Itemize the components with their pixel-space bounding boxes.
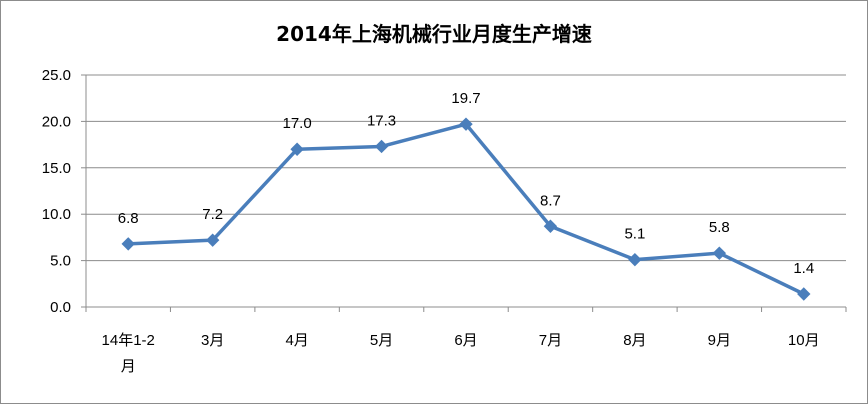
chart-title: 2014年上海机械行业月度生产增速 [276,22,592,46]
x-tick-label: 14年1-2 月 [102,332,155,375]
data-label: 19.7 [451,90,480,107]
data-point [543,219,558,233]
series-line [128,122,805,296]
data-label: 5.1 [624,226,645,243]
data-point [797,287,811,301]
x-tick-label: 9月 [708,332,731,349]
x-tick-label: 3月 [201,332,224,349]
y-tick-label: 5.0 [50,253,71,270]
data-label: 1.4 [793,260,814,277]
x-tick-label: 6月 [454,332,477,349]
data-point [205,233,220,247]
data-label: 5.8 [709,219,730,236]
data-label: 17.3 [367,112,396,129]
data-label: 6.8 [118,210,139,227]
data-point [290,142,304,156]
data-label: 7.2 [202,206,223,223]
y-tick-label: 15.0 [42,160,71,177]
x-tick-label: 4月 [285,332,308,349]
data-point [459,117,473,131]
y-tick-label: 25.0 [42,67,71,84]
data-point [121,237,135,251]
data-label: 17.0 [283,115,312,132]
x-tick-label: 8月 [623,332,646,349]
y-tick-label: 20.0 [42,113,71,130]
x-tick-label: 10月 [788,332,820,349]
data-point [712,246,727,260]
data-label: 8.7 [540,192,561,209]
x-tick-label: 5月 [370,332,393,349]
data-point [628,252,642,267]
x-tick-label: 7月 [539,332,562,349]
data-point [374,139,389,154]
y-tick-label: 0.0 [50,299,71,316]
y-tick-label: 10.0 [42,206,71,223]
